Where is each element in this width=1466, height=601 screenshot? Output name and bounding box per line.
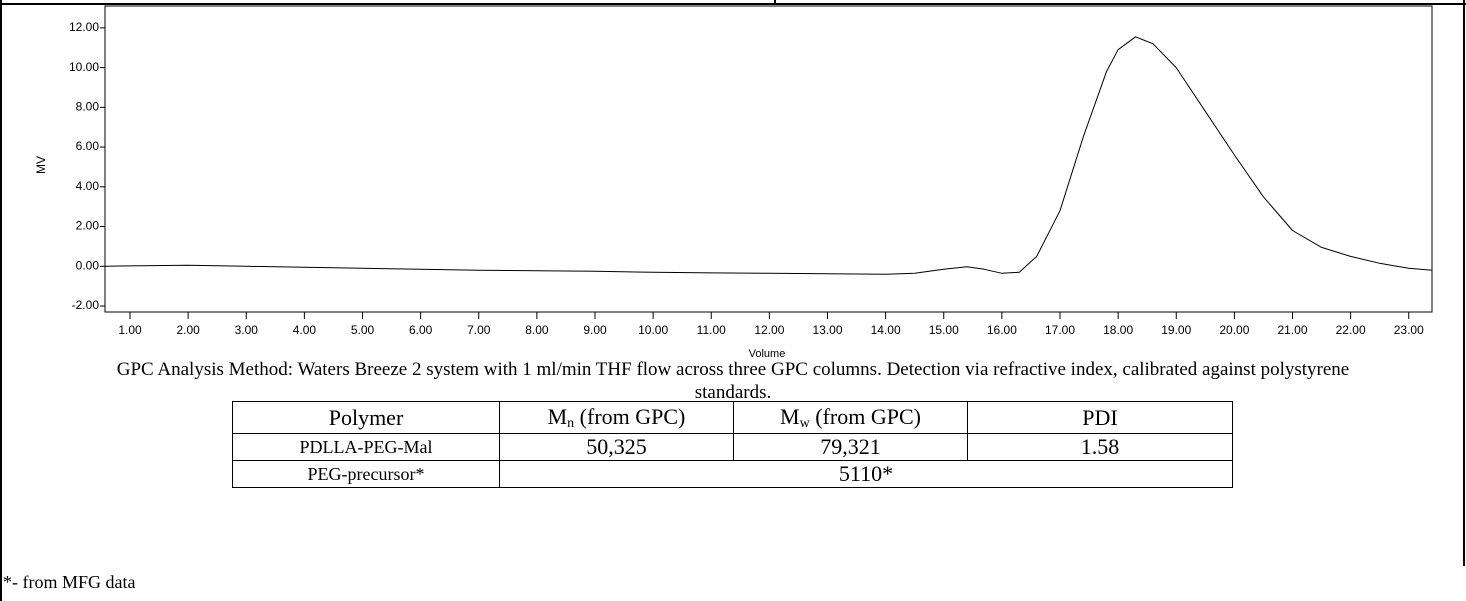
x-tick-label: 18.00 bbox=[1103, 323, 1133, 337]
x-tick-label: 10.00 bbox=[638, 323, 668, 337]
y-tick-label: 12.00 bbox=[69, 20, 99, 34]
x-tick-label: 13.00 bbox=[812, 323, 842, 337]
y-tick-label: 10.00 bbox=[69, 60, 99, 74]
cell: PDLLA-PEG-Mal bbox=[232, 433, 500, 461]
row: PDLLA-PEG-Mal 50,325 79,321 1.58 bbox=[232, 433, 1233, 461]
y-tick-label: 6.00 bbox=[76, 139, 100, 153]
caption: GPC Analysis Method: Waters Breeze 2 sys… bbox=[116, 359, 1350, 403]
header-cell: Polymer bbox=[232, 401, 500, 434]
cell: PEG-precursor* bbox=[232, 460, 500, 488]
trace bbox=[104, 36, 1433, 275]
x-tick-label: 3.00 bbox=[235, 323, 259, 337]
plot-frame bbox=[104, 5, 1433, 313]
x-tick-label: 17.00 bbox=[1045, 323, 1075, 337]
y-tick-label: 0.00 bbox=[76, 258, 100, 272]
header-text: (from GPC) bbox=[574, 403, 686, 429]
x-tick-label: 1.00 bbox=[118, 323, 142, 337]
x-tick-label: 22.00 bbox=[1336, 323, 1366, 337]
x-tick-label: 6.00 bbox=[409, 323, 433, 337]
x-tick-label: 14.00 bbox=[871, 323, 901, 337]
header-cell: PDI bbox=[967, 401, 1233, 434]
x-tick-label: 16.00 bbox=[987, 323, 1017, 337]
x-tick-label: 12.00 bbox=[754, 323, 784, 337]
x-tick-label: 23.00 bbox=[1394, 323, 1424, 337]
header-sub: n bbox=[567, 415, 575, 431]
cell: 5110* bbox=[499, 460, 1233, 488]
cell: 50,325 bbox=[499, 433, 734, 461]
x-tick-label: 15.00 bbox=[929, 323, 959, 337]
y-tick-label: 4.00 bbox=[76, 179, 100, 193]
row: PEG-precursor* 5110* bbox=[232, 460, 1233, 488]
footnote: *- from MFG data bbox=[3, 572, 136, 592]
x-tick-label: 20.00 bbox=[1219, 323, 1249, 337]
header-text: M bbox=[547, 403, 568, 429]
y-axis-label: MV bbox=[34, 156, 48, 174]
x-tick-label: 2.00 bbox=[176, 323, 200, 337]
x-tick-label: 7.00 bbox=[467, 323, 491, 337]
x-tick-label: 4.00 bbox=[293, 323, 317, 337]
x-axis-label: Volume bbox=[749, 348, 786, 360]
x-tick-label: 8.00 bbox=[525, 323, 549, 337]
header-cell: Mw (from GPC) bbox=[733, 401, 968, 434]
x-tick-label: 11.00 bbox=[697, 323, 726, 337]
y-tick-label: 2.00 bbox=[76, 219, 100, 233]
cell: 1.58 bbox=[967, 433, 1233, 461]
y-tick-label: -2.00 bbox=[72, 298, 100, 312]
header-row: Polymer Mn (from GPC) Mw (from GPC) PDI bbox=[232, 401, 1233, 434]
header-text: M bbox=[780, 403, 800, 429]
y-tick-label: 8.00 bbox=[76, 100, 100, 114]
header-sub: w bbox=[799, 415, 810, 431]
x-tick-label: 19.00 bbox=[1161, 323, 1191, 337]
x-tick-label: 21.00 bbox=[1277, 323, 1307, 337]
header-cell: Mn (from GPC) bbox=[499, 401, 734, 434]
cell: 79,321 bbox=[733, 433, 968, 461]
results-table: Polymer Mn (from GPC) Mw (from GPC) PDI … bbox=[232, 401, 1233, 488]
x-tick-label: 9.00 bbox=[583, 323, 607, 337]
x-tick-label: 5.00 bbox=[351, 323, 375, 337]
header-text: (from GPC) bbox=[809, 403, 921, 429]
